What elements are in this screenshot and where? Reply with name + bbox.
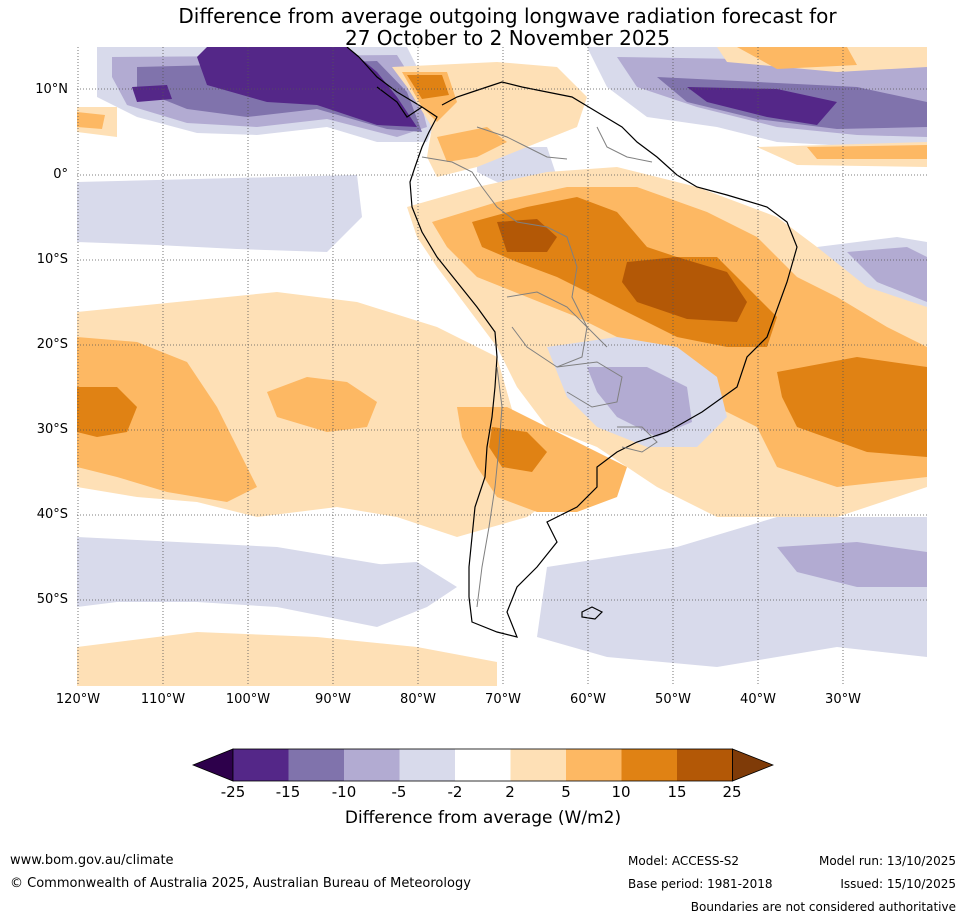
shade-pos-10-argentina	[489, 427, 547, 472]
colorbar	[192, 748, 774, 782]
lon-label-100w: 100°W	[225, 692, 271, 707]
shade-neg-2-southern-ocean-west	[77, 537, 427, 627]
shade-neg-5-southern-brazil	[587, 367, 692, 437]
footer-disclaimer: Boundaries are not considered authoritat…	[690, 900, 956, 914]
colorbar-tick-minus-25: -25	[220, 783, 246, 801]
colorbar-segment-15-to-25	[677, 749, 733, 781]
colorbar-tick-15: 15	[667, 783, 687, 801]
footer-copyright: © Commonwealth of Australia 2025, Austra…	[10, 876, 471, 891]
border-ecuador-peru	[421, 156, 483, 188]
shade-pos-10-south-atlantic	[777, 357, 927, 457]
shade-neg-2-southern-ocean-mid	[337, 562, 457, 607]
lat-label-0: 0°	[53, 167, 68, 182]
border-colombia-venezuela	[476, 126, 568, 160]
colorbar-tick-minus-10: -10	[331, 783, 357, 801]
south-america-coastline	[358, 56, 798, 638]
shade-neg-15-north-east	[687, 87, 837, 125]
colorbar-segment-above-25	[732, 748, 774, 782]
lon-label-90w: 90°W	[315, 692, 351, 707]
shade-neg-15-pacific-blob	[132, 85, 172, 102]
map-title-line-2: 27 October to 2 November 2025	[344, 26, 671, 50]
lon-label-120w: 120°W	[55, 692, 101, 707]
footer-website-link[interactable]: www.bom.gov.au/climate	[10, 853, 174, 868]
shade-pos-10-caribbean	[407, 75, 449, 99]
graticule	[77, 47, 927, 686]
footer-issued: Issued: 15/10/2025	[840, 877, 956, 891]
colorbar-segment-5-to-10	[566, 749, 622, 781]
olr-anomaly-map	[77, 47, 927, 686]
colorbar-tick-10: 10	[611, 783, 631, 801]
footer-base-period: Base period: 1981-2018	[628, 877, 773, 891]
lon-label-40w: 40°W	[740, 692, 776, 707]
lat-label-50s: 50°S	[36, 592, 68, 607]
lat-label-40s: 40°S	[36, 507, 68, 522]
lat-label-20s: 20°S	[36, 337, 68, 352]
colorbar-tick-5: 5	[561, 783, 571, 801]
lon-label-30w: 30°W	[825, 692, 861, 707]
shade-neg-5-atlantic-10s	[847, 247, 927, 302]
footer-model-run: Model run: 13/10/2025	[818, 854, 956, 868]
lat-label-30s: 30°S	[36, 422, 68, 437]
shade-pos-5-pacific-mid	[267, 377, 377, 432]
colorbar-segment-minus-10-to-minus-5	[344, 749, 400, 781]
border-brazil-west	[481, 186, 608, 348]
colorbar-outline	[232, 748, 733, 782]
colorbar-tick-minus-2: -2	[447, 783, 463, 801]
shade-pos-15-brazil	[622, 257, 747, 322]
colorbar-segment-minus-5-to-minus-2	[399, 749, 455, 781]
shade-pos-10-se-pacific	[77, 387, 137, 437]
border-guianas	[596, 126, 653, 163]
lon-label-70w: 70°W	[485, 692, 521, 707]
country-borders	[421, 126, 658, 608]
colorbar-tick-2: 2	[505, 783, 515, 801]
coastlines	[346, 47, 798, 638]
colorbar-segment-minus-2-to-2	[455, 749, 511, 781]
lon-label-60w: 60°W	[570, 692, 606, 707]
shade-pos-2-south-pacific-edge	[77, 632, 497, 686]
colorbar-segment-minus-15-to-minus-10	[288, 749, 344, 781]
shade-neg-15-north-west	[197, 47, 417, 127]
shade-pos-15-amazon	[497, 219, 557, 252]
lat-label-10s: 10°S	[36, 252, 68, 267]
colorbar-segment-minus-25-to-minus-15	[233, 749, 289, 781]
shade-pos-5-se-pacific	[77, 337, 257, 502]
colorbar-tick-25: 25	[722, 783, 742, 801]
shade-pos-5-pacific-nw	[77, 112, 105, 129]
anomaly-shading	[77, 47, 927, 686]
lon-label-50w: 50°W	[655, 692, 691, 707]
shade-pos-5-north-atlantic	[737, 47, 857, 69]
lon-label-110w: 110°W	[140, 692, 186, 707]
panama-central-america-coast	[346, 47, 423, 118]
colorbar-segment-10-to-15	[621, 749, 677, 781]
shade-neg-5-southern-ocean-east	[777, 542, 927, 587]
falkland-islands-coast	[581, 606, 604, 620]
border-uruguay	[617, 426, 658, 453]
colorbar-label: Difference from average (W/m2)	[344, 808, 622, 828]
colorbar-tick-minus-15: -15	[275, 783, 301, 801]
colorbar-tick-minus-5: -5	[391, 783, 407, 801]
colorbar-segment-below-minus-25	[192, 748, 234, 782]
border-argentina-chile	[476, 366, 503, 608]
shade-pos-5-colombia	[437, 127, 507, 162]
map-title-line-1: Difference from average outgoing longwav…	[178, 4, 837, 28]
shade-neg-2-equatorial-pacific	[77, 175, 362, 252]
footer-model: Model: ACCESS-S2	[628, 854, 740, 868]
colorbar-segment-2-to-5	[510, 749, 566, 781]
border-bolivia	[506, 291, 588, 368]
lat-label-10n: 10°N	[35, 82, 68, 97]
lon-label-80w: 80°W	[400, 692, 436, 707]
shade-pos-5-atlantic-equator	[807, 145, 927, 159]
